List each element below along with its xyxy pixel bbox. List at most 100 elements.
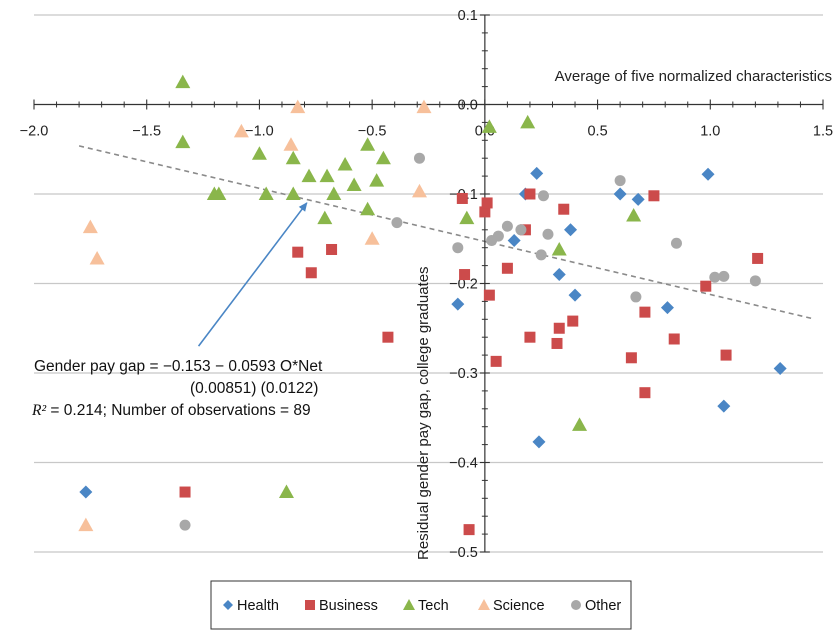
annotation-arrow	[197, 202, 308, 347]
health-point	[613, 187, 627, 201]
regression-annotation: Gender pay gap = −0.153 − 0.0593 O*Net (…	[31, 202, 323, 419]
other-point	[614, 175, 626, 187]
trendline	[78, 145, 812, 320]
business-point	[463, 524, 475, 536]
health-point	[507, 234, 521, 248]
other-point	[630, 291, 642, 303]
business-point	[567, 315, 579, 327]
other-point	[749, 275, 761, 287]
health-point	[564, 223, 578, 237]
regression-equation: Gender pay gap = −0.153 − 0.0593 O*Net	[34, 358, 323, 375]
other-point	[718, 270, 730, 282]
x-tick-label: 1.5	[813, 124, 833, 140]
other-point	[413, 152, 425, 164]
health-point	[532, 435, 546, 449]
science-point	[416, 99, 432, 114]
fit-statistics-text: = 0.214; Number of observations = 89	[46, 402, 311, 419]
legend-label-tech: Tech	[418, 598, 449, 614]
x-tick-label: 0.5	[587, 124, 607, 140]
tech-point	[285, 150, 301, 165]
business-point	[292, 246, 304, 258]
y-tick-label: −0.4	[449, 456, 478, 472]
legend-label-science: Science	[493, 598, 545, 614]
tech-point	[301, 168, 317, 183]
legend-marker-other	[571, 600, 581, 610]
business-point	[479, 206, 491, 218]
health-point	[552, 268, 566, 282]
tech-point	[626, 207, 642, 222]
business-point	[459, 269, 471, 281]
health-point	[660, 301, 674, 315]
health-point	[717, 399, 731, 413]
business-point	[700, 280, 712, 292]
other-point	[452, 242, 464, 254]
business-point	[551, 337, 563, 349]
tech-point	[459, 210, 475, 225]
other-point	[391, 217, 403, 229]
health-point	[631, 192, 645, 206]
business-point	[668, 333, 680, 345]
business-point	[483, 289, 495, 301]
legend-marker-science	[478, 599, 490, 610]
data-points	[82, 74, 787, 536]
business-point	[481, 197, 493, 209]
tech-point	[319, 168, 335, 183]
business-extra-marker	[179, 486, 191, 498]
other-extra-marker	[179, 519, 191, 531]
business-point	[524, 188, 536, 200]
business-point	[720, 349, 732, 361]
science-extra-marker	[78, 517, 94, 532]
science-point	[290, 99, 306, 114]
tech-point	[317, 210, 333, 225]
tech-point	[251, 146, 267, 160]
legend-label-health: Health	[237, 598, 279, 614]
x-axis-label: Average of five normalized characteristi…	[555, 68, 832, 85]
tech-point	[211, 186, 227, 200]
x-tick-label: −1.5	[132, 124, 161, 140]
health-point	[773, 362, 787, 376]
business-point	[490, 355, 502, 367]
standard-errors: (0.00851) (0.0122)	[190, 380, 318, 397]
tech-point	[360, 201, 376, 216]
legend-marker-tech	[403, 599, 415, 610]
science-point	[89, 250, 105, 265]
tech-point	[285, 186, 301, 200]
tech-point	[520, 114, 536, 129]
business-point	[625, 352, 637, 364]
health-point	[568, 288, 582, 302]
y-tick-label: 0.1	[458, 8, 478, 24]
tech-point	[326, 186, 342, 200]
science-point	[233, 123, 249, 138]
tech-point	[360, 137, 376, 151]
tech-point	[375, 150, 391, 165]
other-point	[501, 220, 513, 232]
trendline-dashed	[78, 145, 812, 320]
legend-label-business: Business	[319, 598, 378, 614]
y-tick-label: −0.5	[449, 545, 478, 561]
other-point	[670, 237, 682, 249]
other-point	[515, 224, 527, 236]
x-tick-label: 1.0	[700, 124, 720, 140]
y-tick-label: −0.3	[449, 366, 478, 382]
business-point	[639, 387, 651, 399]
business-point	[553, 322, 565, 334]
legend-label-other: Other	[585, 598, 621, 614]
business-point	[524, 331, 536, 343]
y-axis-label: Residual gender pay gap, college graduat…	[415, 266, 432, 560]
x-tick-label: −2.0	[20, 124, 49, 140]
y-tick-label: 0.0	[458, 98, 478, 114]
business-point	[501, 262, 513, 274]
science-point	[82, 219, 98, 234]
other-point	[537, 190, 549, 202]
business-point	[382, 331, 394, 343]
health-point	[530, 166, 544, 180]
tech-point	[175, 74, 191, 89]
business-point	[639, 306, 651, 318]
health-point	[701, 167, 715, 181]
axes	[33, 14, 824, 553]
tech-point	[551, 241, 567, 256]
business-point	[752, 252, 764, 264]
y-tick-label: −0.2	[449, 277, 478, 293]
other-point	[709, 271, 721, 283]
